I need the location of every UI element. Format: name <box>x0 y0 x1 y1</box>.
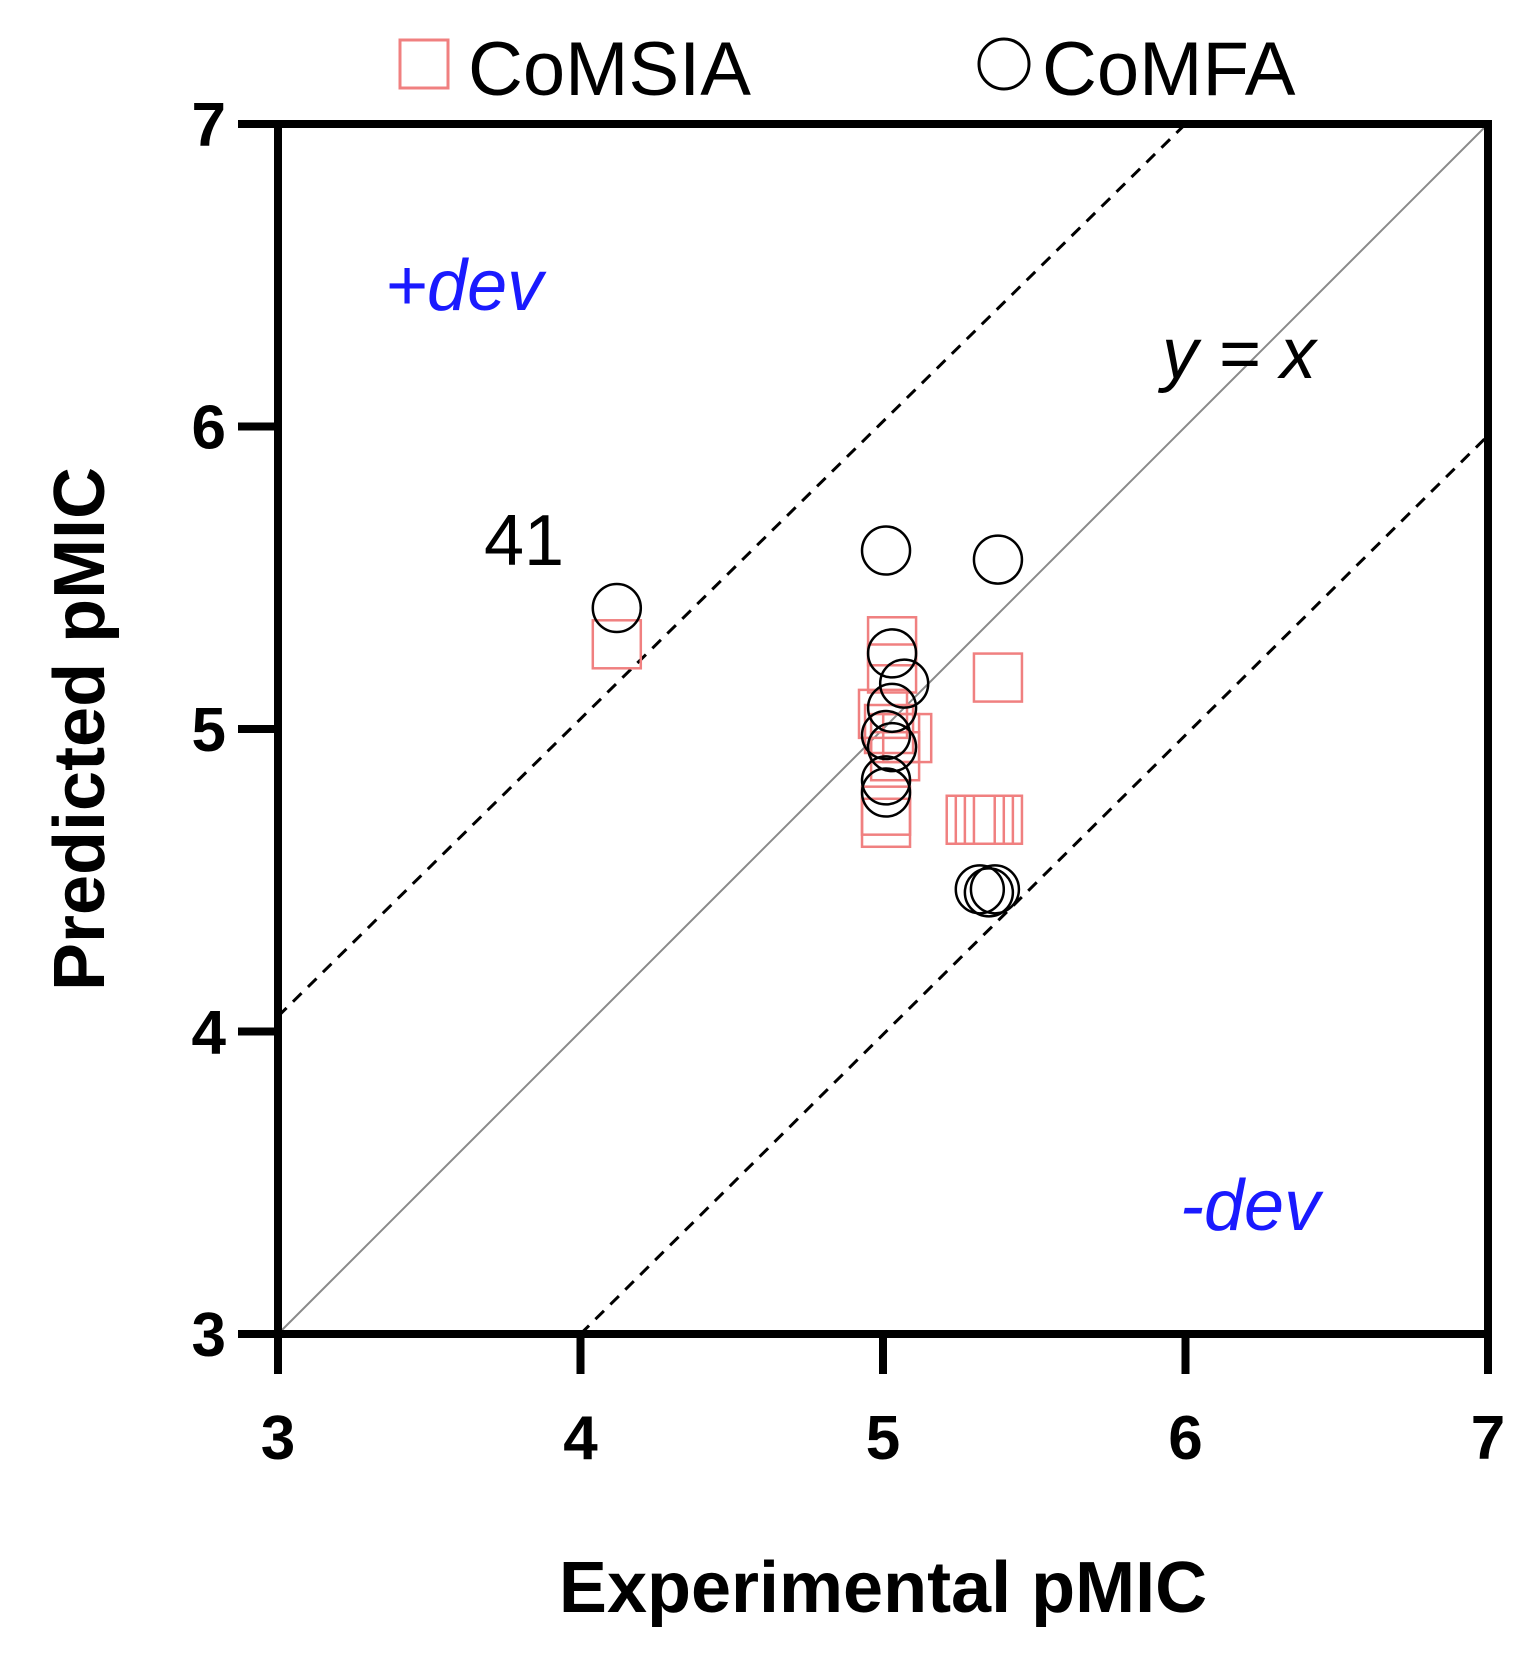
comsia-points <box>591 616 1024 849</box>
legend-comsia-label: CoMSIA <box>468 27 751 112</box>
x-tick-label: 5 <box>866 1404 900 1473</box>
outlier-label-41: 41 <box>484 501 564 581</box>
comfa-point <box>866 721 918 773</box>
y-tick-label: 7 <box>192 91 226 160</box>
minus-dev-line <box>579 434 1490 1336</box>
axis-ticks: 3 4 5 6 7 3 4 5 6 7 <box>192 91 1506 1473</box>
comsia-point <box>866 643 918 694</box>
comsia-point <box>591 619 643 670</box>
x-axis-title: Experimental pMIC <box>559 1548 1207 1628</box>
comsia-point <box>866 616 918 667</box>
x-tick-label: 4 <box>563 1404 598 1473</box>
comsia-point <box>863 703 915 755</box>
comfa-point <box>860 709 912 761</box>
y-tick-label: 3 <box>192 1301 226 1370</box>
legend-comsia-marker <box>398 38 450 90</box>
plus-dev-annotation: +dev <box>385 246 547 326</box>
comsia-point <box>963 794 1015 845</box>
comsia-point <box>954 794 1006 845</box>
y-tick-label: 6 <box>192 394 226 463</box>
comfa-point <box>954 864 1006 915</box>
comsia-point <box>972 652 1024 703</box>
legend-comfa-marker <box>977 37 1031 91</box>
comfa-point <box>591 582 643 634</box>
x-tick-label: 6 <box>1168 1404 1202 1473</box>
comsia-point <box>860 797 912 849</box>
comfa-point <box>860 755 912 806</box>
y-tick-label: 5 <box>192 696 226 765</box>
y-axis-title: Predicted pMIC <box>40 467 120 991</box>
comfa-point <box>963 867 1015 918</box>
comfa-points <box>591 525 1024 918</box>
comsia-point <box>972 794 1024 845</box>
comfa-point <box>866 628 918 679</box>
comsia-point <box>945 794 996 845</box>
legend-comfa-label: CoMFA <box>1042 27 1296 112</box>
identity-annotation: y = x <box>1157 314 1319 394</box>
comfa-point <box>969 864 1021 915</box>
comsia-point <box>881 712 933 764</box>
x-tick-label: 7 <box>1471 1404 1505 1473</box>
legend: CoMSIA CoMFA <box>398 27 1296 112</box>
comfa-point <box>972 534 1024 585</box>
y-tick-label: 4 <box>192 999 227 1068</box>
x-tick-label: 3 <box>261 1404 295 1473</box>
comfa-point <box>866 682 918 734</box>
plus-dev-line <box>276 122 1187 1018</box>
comfa-point <box>860 767 912 818</box>
minus-dev-annotation: -dev <box>1180 1166 1324 1246</box>
comfa-point <box>860 525 912 576</box>
comfa-point <box>878 658 930 709</box>
